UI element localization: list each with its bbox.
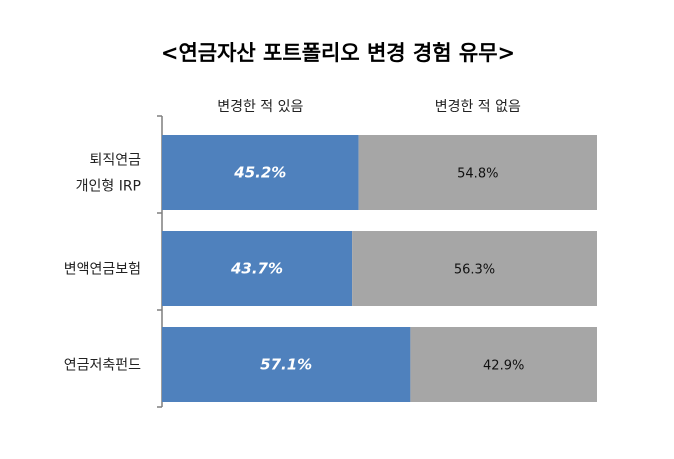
bar-label-changed-1: 43.7% [230, 260, 283, 278]
bar-unchanged-0 [358, 135, 597, 210]
category-axis [157, 115, 163, 408]
bar-label-unchanged-2: 42.9% [483, 359, 524, 374]
category-label-2-0: 연금저축펀드 [64, 358, 141, 374]
bar-label-unchanged-1: 56.3% [454, 263, 495, 278]
series-headers: 변경한 적 있음 변경한 적 없음 [217, 99, 521, 115]
bar-changed-1 [162, 231, 353, 306]
category-label-0-0: 퇴직연금 [89, 153, 141, 169]
series-header-unchanged: 변경한 적 없음 [435, 99, 521, 115]
category-label-0-1: 개인형 IRP [76, 179, 141, 195]
chart-title: <연금자산 포트폴리오 변경 경험 유무> [161, 41, 515, 65]
bar-changed-2 [162, 327, 411, 402]
bar-labels: 45.2% 54.8% 43.7% 56.3% 57.1% 42.9% [230, 164, 524, 374]
bar-label-changed-2: 57.1% [260, 356, 312, 374]
bar-unchanged-1 [352, 231, 597, 306]
bar-label-changed-0: 45.2% [233, 164, 286, 182]
bars [162, 135, 597, 402]
bar-unchanged-2 [410, 327, 597, 402]
category-label-1-0: 변액연금보험 [64, 262, 141, 278]
bar-changed-0 [162, 135, 359, 210]
bar-label-unchanged-0: 54.8% [457, 167, 498, 182]
series-header-changed: 변경한 적 있음 [217, 99, 303, 115]
